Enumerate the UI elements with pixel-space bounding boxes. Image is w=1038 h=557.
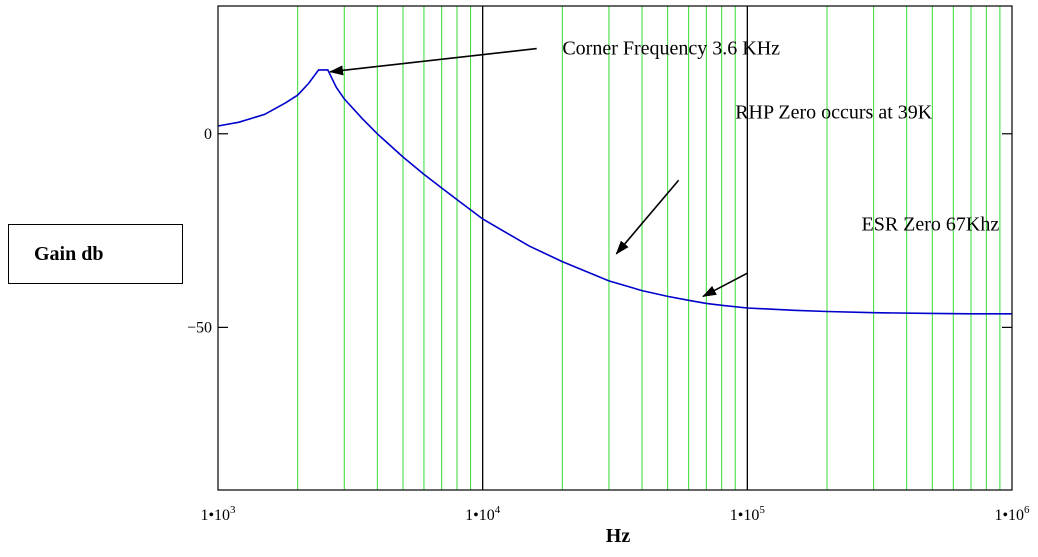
annotation-arrow [329, 47, 537, 76]
y-axis-label-box: Gain db [8, 224, 183, 284]
x-axis-label: Hz [606, 525, 631, 547]
plot-frame [217, 5, 1013, 491]
annotations: Corner Frequency 3.6 KHz RHP Zero occurs … [329, 37, 1000, 298]
y-axis-label: Gain db [34, 242, 104, 265]
x-tick-label: 1•104 [465, 504, 501, 524]
y-ticks: 0 −50 [187, 126, 1012, 336]
annotation-arrow [702, 272, 748, 298]
x-tick-label: 1•105 [730, 504, 766, 524]
x-tick-label: 1•103 [200, 504, 236, 524]
series-line [217, 69, 1012, 315]
annotation-label: ESR Zero 67Khz [862, 214, 1000, 236]
x-ticks: 1•103 1•104 1•105 1•106 [200, 504, 1030, 524]
x-tick-label: 1•106 [994, 504, 1030, 524]
y-tick-label: 0 [204, 126, 212, 143]
annotation-label: RHP Zero occurs at 39K [735, 101, 933, 123]
grid [297, 6, 1001, 490]
series-layer [217, 69, 1012, 315]
annotation-arrow [615, 179, 680, 255]
annotation-label: Corner Frequency 3.6 KHz [562, 37, 780, 59]
y-tick-label: −50 [187, 319, 212, 336]
